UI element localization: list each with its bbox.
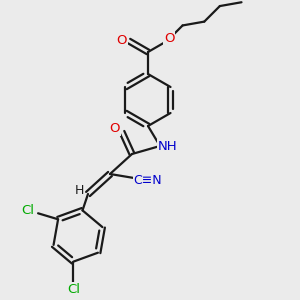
Text: O: O: [117, 34, 127, 46]
Text: Cl: Cl: [67, 283, 80, 296]
Text: O: O: [164, 32, 174, 44]
Text: NH: NH: [158, 140, 178, 154]
Text: H: H: [74, 184, 84, 196]
Text: C≡N: C≡N: [134, 173, 162, 187]
Text: O: O: [110, 122, 120, 134]
Text: Cl: Cl: [22, 204, 34, 217]
